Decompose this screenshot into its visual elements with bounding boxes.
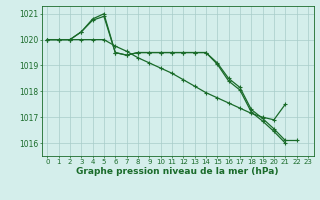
X-axis label: Graphe pression niveau de la mer (hPa): Graphe pression niveau de la mer (hPa) xyxy=(76,167,279,176)
